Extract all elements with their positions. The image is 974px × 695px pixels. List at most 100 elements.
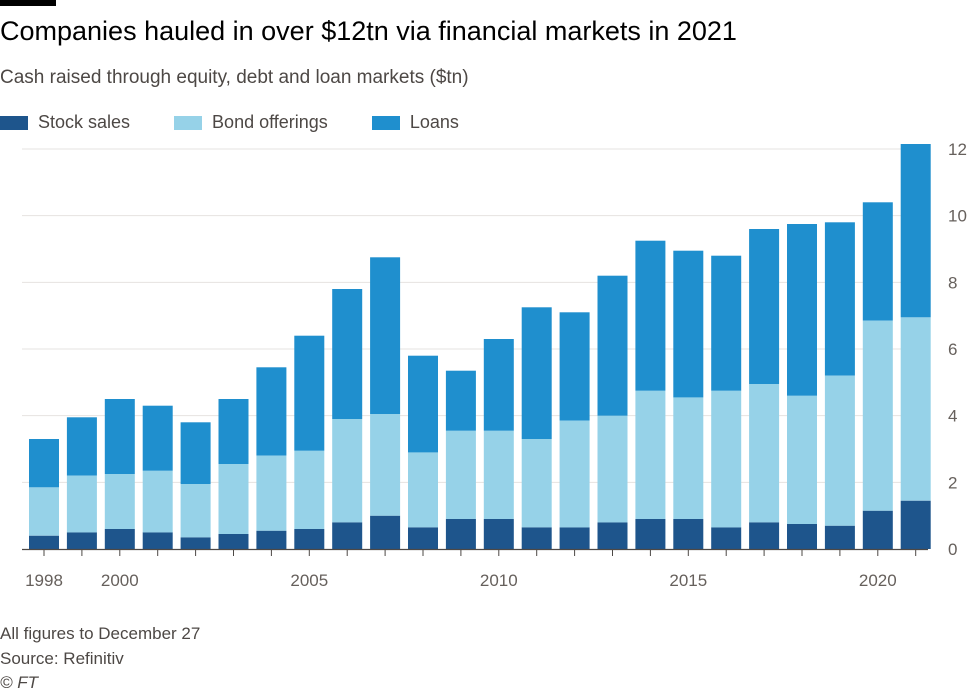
bar-loans-2015 bbox=[673, 250, 704, 398]
bar-bond-2010 bbox=[483, 430, 514, 519]
bar-stock-1998 bbox=[29, 535, 59, 549]
bar-stock-2017 bbox=[749, 522, 780, 549]
y-tick-label: 0 bbox=[948, 540, 957, 559]
legend-label-loans: Loans bbox=[409, 112, 459, 132]
bar-bond-2011 bbox=[521, 439, 552, 528]
bar-stock-2008 bbox=[408, 527, 438, 549]
bar-stock-2014 bbox=[635, 519, 666, 549]
brand-bar bbox=[0, 0, 56, 6]
y-tick-label: 12 bbox=[948, 140, 967, 159]
bar-bond-2003 bbox=[218, 464, 249, 534]
y-tick-label: 2 bbox=[948, 473, 957, 492]
bar-bond-2004 bbox=[256, 455, 287, 531]
bar-bond-2006 bbox=[332, 419, 363, 523]
bar-loans-2004 bbox=[256, 367, 287, 456]
bar-loans-2006 bbox=[332, 289, 363, 419]
legend-swatch-stock bbox=[0, 115, 28, 130]
legend-swatch-bond bbox=[174, 115, 203, 130]
stacked-bar-chart: 0 2 4 6 8 10 12 1998 2000 2005 2010 2015 2020 bbox=[22, 140, 967, 590]
bar-stock-2021 bbox=[900, 500, 931, 549]
bar-bond-2008 bbox=[408, 452, 438, 528]
x-tick-label: 2005 bbox=[290, 571, 328, 590]
bar-loans-2003 bbox=[218, 399, 249, 464]
source-note: Source: Refinitiv bbox=[0, 649, 124, 668]
bar-bond-2020 bbox=[862, 320, 893, 511]
bar-loans-2005 bbox=[294, 335, 325, 451]
bar-loans-2011 bbox=[521, 307, 552, 439]
bar-loans-2018 bbox=[787, 224, 817, 396]
bar-bond-2018 bbox=[787, 395, 817, 524]
bar-bond-2012 bbox=[559, 420, 590, 528]
legend-item-bond: Bond offerings bbox=[174, 112, 328, 133]
bar-stock-2020 bbox=[862, 510, 893, 549]
bar-loans-2007 bbox=[370, 257, 401, 414]
bar-stock-2001 bbox=[142, 532, 173, 549]
bar-bond-2019 bbox=[824, 375, 855, 526]
bar-loans-2002 bbox=[180, 422, 211, 484]
bar-bond-2021 bbox=[900, 317, 931, 501]
bar-stock-2005 bbox=[294, 529, 325, 549]
y-tick-label: 10 bbox=[948, 207, 967, 226]
bar-bond-1999 bbox=[66, 475, 97, 533]
bar-bond-2007 bbox=[370, 414, 401, 516]
bar-bond-2015 bbox=[673, 397, 704, 519]
bar-loans-1998 bbox=[29, 439, 59, 488]
y-tick-label: 6 bbox=[948, 340, 957, 359]
x-tick-label: 2000 bbox=[101, 571, 139, 590]
bar-bond-2016 bbox=[711, 390, 742, 528]
bar-loans-2010 bbox=[483, 339, 514, 431]
bar-loans-2013 bbox=[597, 275, 628, 416]
legend: Stock sales Bond offerings Loans bbox=[0, 112, 503, 133]
bar-stock-2012 bbox=[559, 527, 590, 549]
bar-stock-2009 bbox=[445, 519, 476, 549]
bar-stock-2003 bbox=[218, 534, 249, 549]
bar-stock-2002 bbox=[180, 537, 211, 549]
bar-loans-2008 bbox=[408, 355, 438, 453]
chart-subtitle: Cash raised through equity, debt and loa… bbox=[0, 67, 469, 88]
ft-credit: © FT bbox=[0, 673, 39, 692]
bar-bond-2009 bbox=[445, 430, 476, 519]
bar-loans-2019 bbox=[824, 222, 855, 376]
bar-loans-2016 bbox=[711, 255, 742, 391]
bar-bond-2000 bbox=[104, 474, 135, 529]
bar-stock-2011 bbox=[521, 527, 552, 549]
bar-stock-2016 bbox=[711, 527, 742, 549]
x-tick-label: 1998 bbox=[25, 571, 63, 590]
legend-item-stock: Stock sales bbox=[0, 112, 130, 133]
bar-loans-2017 bbox=[749, 229, 780, 384]
bar-bond-2013 bbox=[597, 415, 628, 523]
bar-bond-2014 bbox=[635, 390, 666, 519]
legend-swatch-loans bbox=[371, 115, 400, 130]
bar-stock-2004 bbox=[256, 530, 287, 549]
bar-stock-2015 bbox=[673, 519, 704, 549]
legend-item-loans: Loans bbox=[371, 112, 459, 133]
bar-bond-2001 bbox=[142, 470, 173, 533]
bar-stock-2000 bbox=[104, 529, 135, 549]
x-tick-label: 2015 bbox=[669, 571, 707, 590]
bar-loans-2009 bbox=[445, 370, 476, 431]
bar-stock-2018 bbox=[787, 524, 817, 549]
x-tick-label: 2010 bbox=[480, 571, 518, 590]
bar-stock-2007 bbox=[370, 515, 401, 549]
legend-label-bond: Bond offerings bbox=[212, 112, 328, 132]
legend-label-stock: Stock sales bbox=[38, 112, 131, 132]
chart-title: Companies hauled in over $12tn via finan… bbox=[0, 16, 737, 46]
bar-stock-2010 bbox=[483, 519, 514, 549]
bar-stock-2019 bbox=[824, 525, 855, 549]
y-tick-label: 8 bbox=[948, 273, 957, 292]
bar-bond-2005 bbox=[294, 450, 325, 529]
bar-loans-2014 bbox=[635, 240, 666, 391]
bar-loans-1999 bbox=[66, 417, 97, 476]
bar-bond-2002 bbox=[180, 484, 211, 538]
footnote: All figures to December 27 bbox=[0, 624, 201, 643]
bar-bond-2017 bbox=[749, 384, 780, 523]
y-tick-label: 4 bbox=[948, 407, 957, 426]
x-tick-label: 2020 bbox=[859, 571, 897, 590]
bar-stock-1999 bbox=[66, 532, 97, 549]
bar-stock-2013 bbox=[597, 522, 628, 549]
bar-loans-2001 bbox=[142, 405, 173, 471]
bar-bond-1998 bbox=[29, 487, 59, 536]
bar-loans-2020 bbox=[862, 202, 893, 321]
bar-stock-2006 bbox=[332, 522, 363, 549]
bar-loans-2000 bbox=[104, 399, 135, 474]
